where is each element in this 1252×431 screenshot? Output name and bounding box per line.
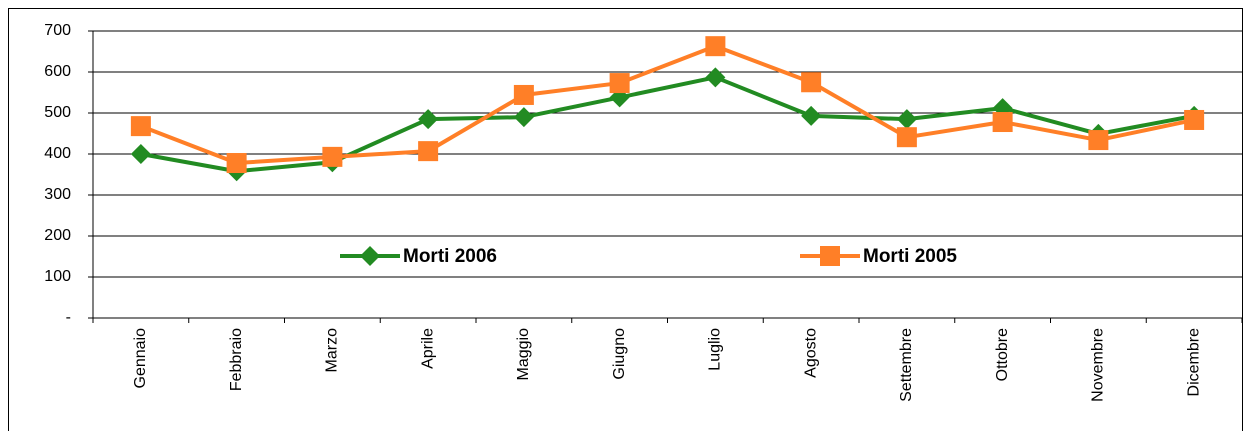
x-tick-label: Novembre xyxy=(1090,328,1107,402)
x-tick-label: Aprile xyxy=(419,328,436,369)
y-tick-label: 400 xyxy=(44,145,71,162)
point xyxy=(1184,109,1205,130)
legend-marker xyxy=(360,246,380,266)
x-tick-label: Agosto xyxy=(802,328,819,378)
chart-frame xyxy=(8,8,1243,431)
x-tick-label: Maggio xyxy=(515,328,532,381)
y-tick-label: 100 xyxy=(44,268,71,285)
point xyxy=(513,84,534,105)
y-tick-label: 600 xyxy=(44,63,71,80)
point xyxy=(801,105,822,126)
legend-marker xyxy=(820,246,840,266)
point xyxy=(130,144,151,164)
point xyxy=(992,112,1013,133)
point xyxy=(418,109,439,130)
point xyxy=(130,116,151,137)
point xyxy=(1088,130,1109,151)
point xyxy=(705,36,726,57)
legend-label: Morti 2005 xyxy=(863,246,957,267)
point xyxy=(418,141,439,162)
y-tick-label: 500 xyxy=(44,104,71,121)
x-tick-label: Dicembre xyxy=(1185,328,1202,397)
point xyxy=(896,109,917,130)
y-tick-label: 300 xyxy=(44,186,71,203)
x-tick-label: Luglio xyxy=(707,328,724,371)
point xyxy=(705,67,726,88)
y-tick-label: 700 xyxy=(44,22,71,39)
point xyxy=(609,73,630,94)
series-line xyxy=(140,75,1195,174)
legend-label: Morti 2006 xyxy=(403,246,497,267)
x-tick-label: Settembre xyxy=(898,328,915,402)
x-tick-label: Gennaio xyxy=(132,328,149,389)
y-tick-label: 200 xyxy=(44,227,71,244)
point xyxy=(226,153,247,174)
y-tick-label: - xyxy=(66,309,71,326)
point xyxy=(896,127,917,148)
x-tick-label: Giugno xyxy=(611,328,628,380)
x-tick-label: Febbraio xyxy=(228,328,245,391)
point xyxy=(513,107,534,128)
point xyxy=(801,72,822,93)
x-tick-label: Marzo xyxy=(324,328,341,373)
point xyxy=(322,146,343,167)
x-tick-label: Ottobre xyxy=(994,328,1011,381)
series-line xyxy=(140,44,1195,166)
